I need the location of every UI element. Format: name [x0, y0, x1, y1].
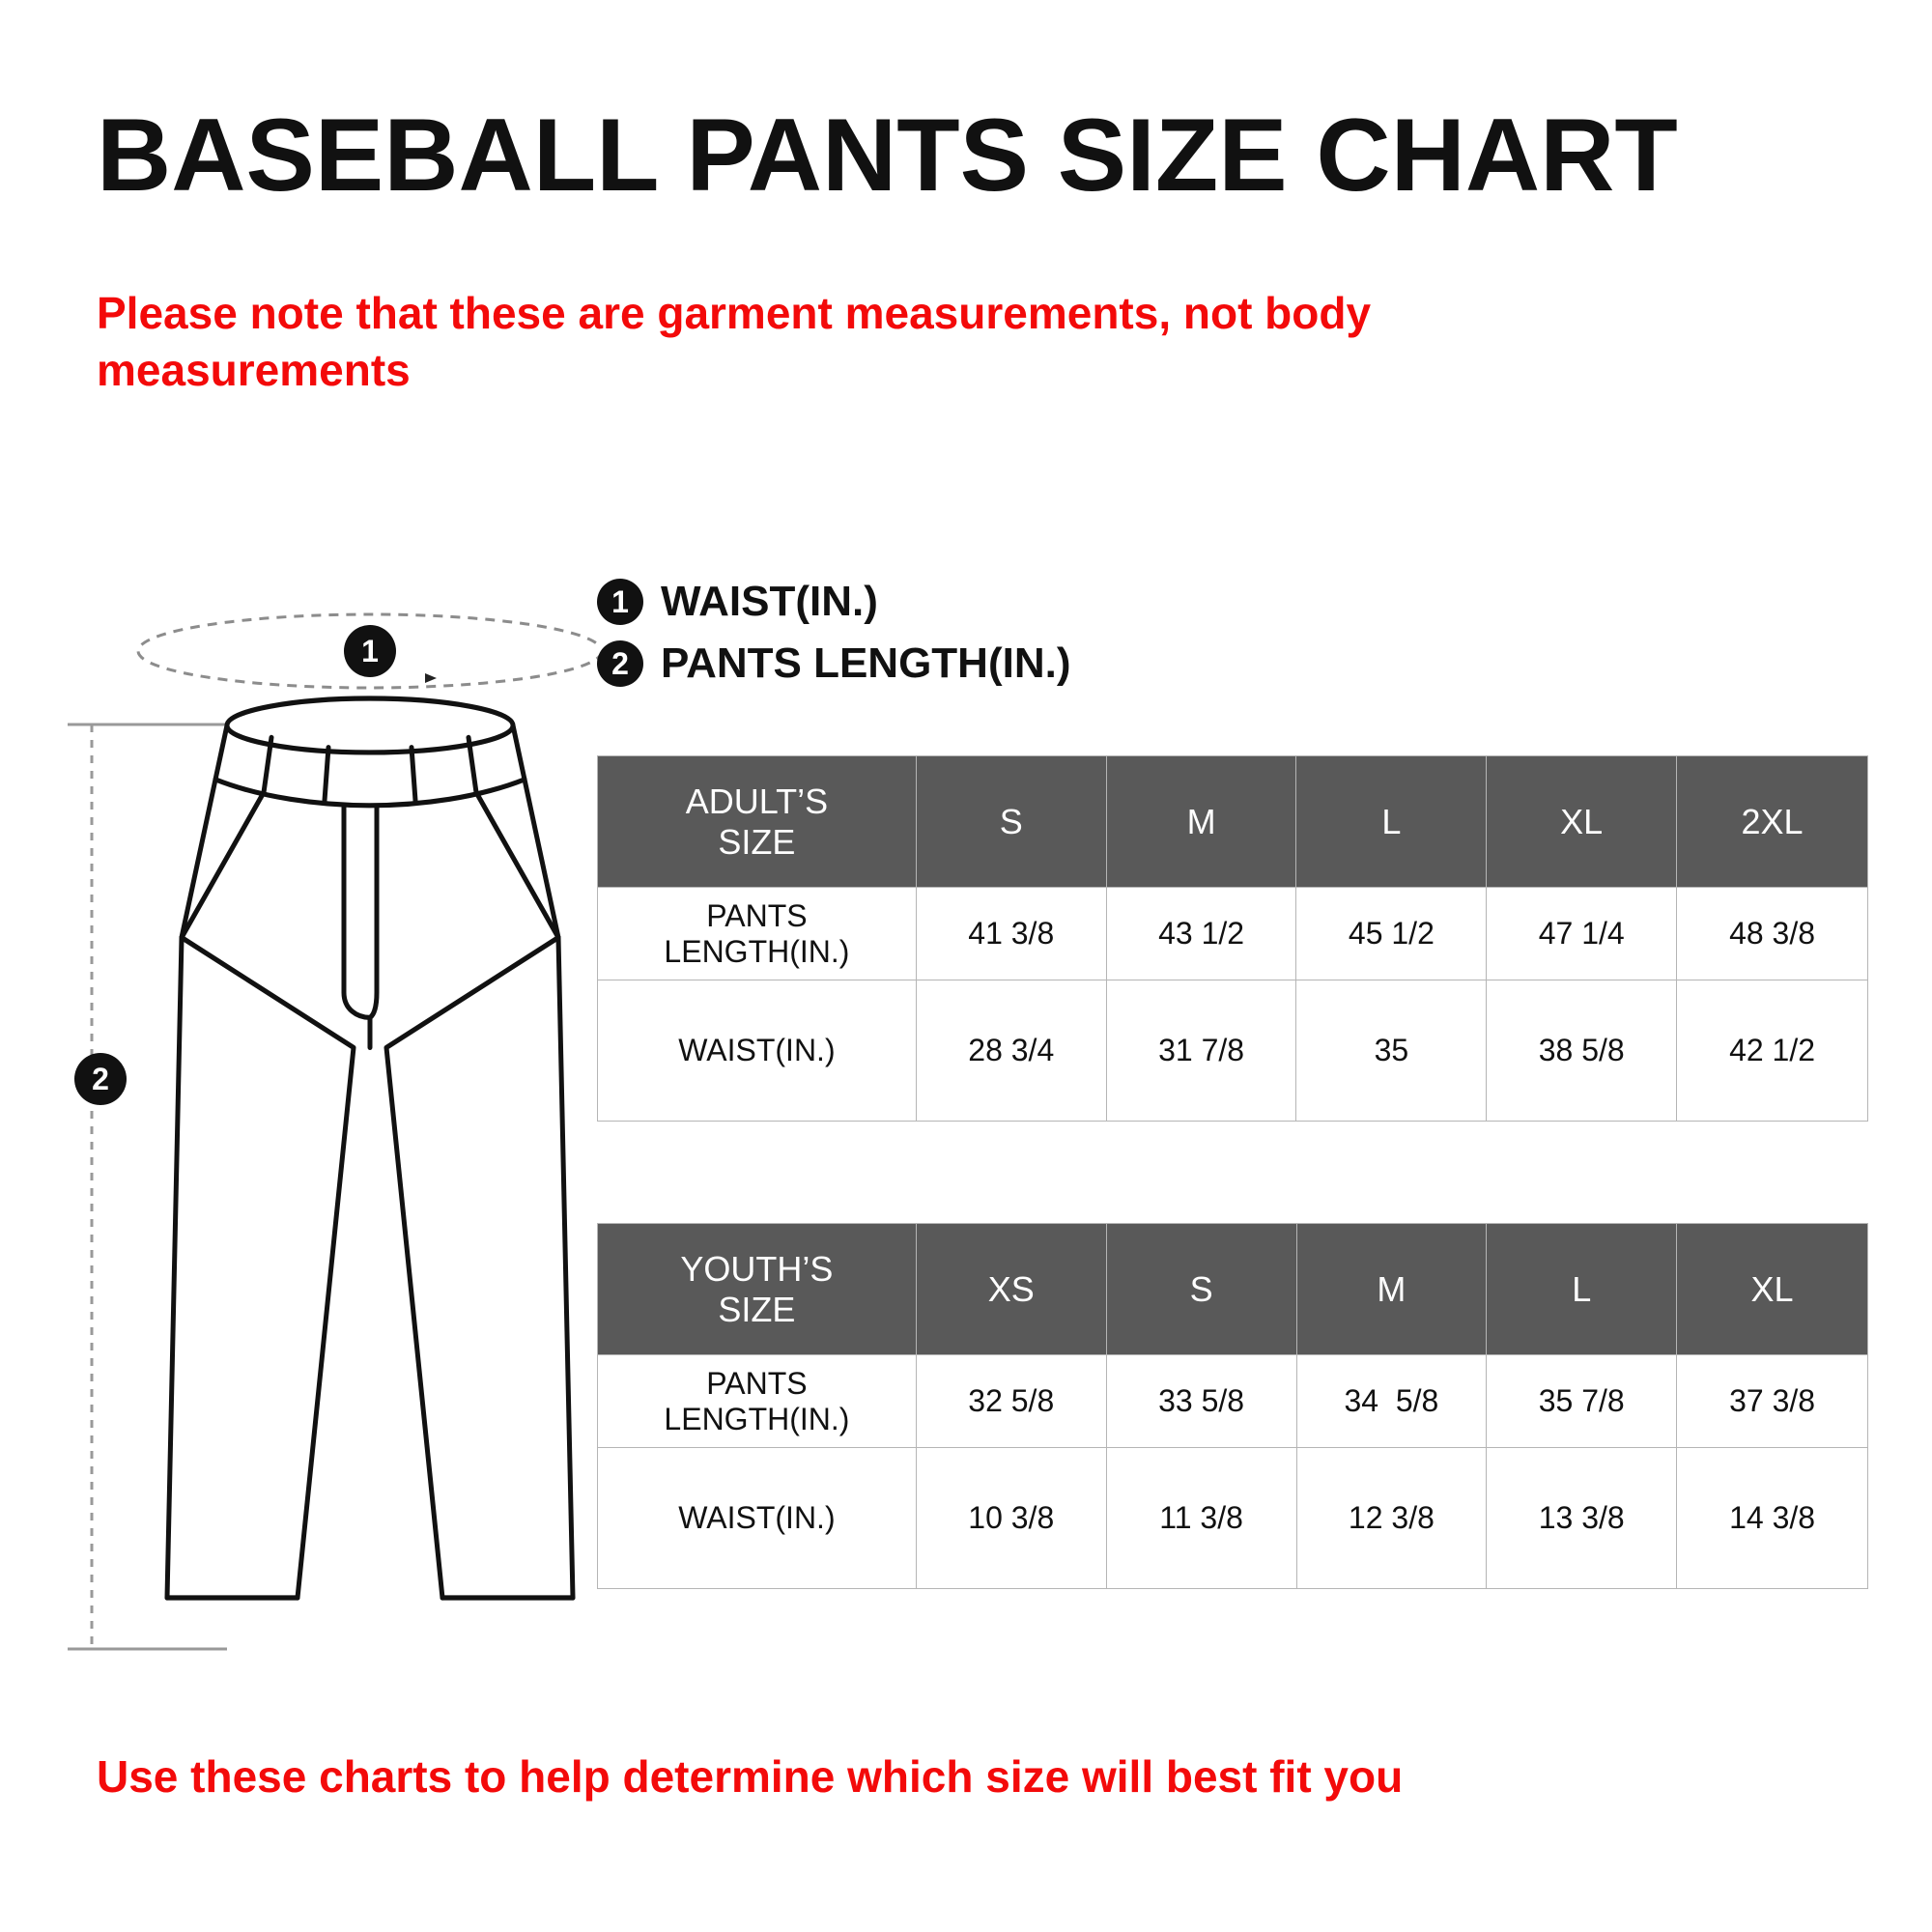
- svg-text:1: 1: [361, 634, 379, 668]
- svg-text:2: 2: [92, 1062, 109, 1096]
